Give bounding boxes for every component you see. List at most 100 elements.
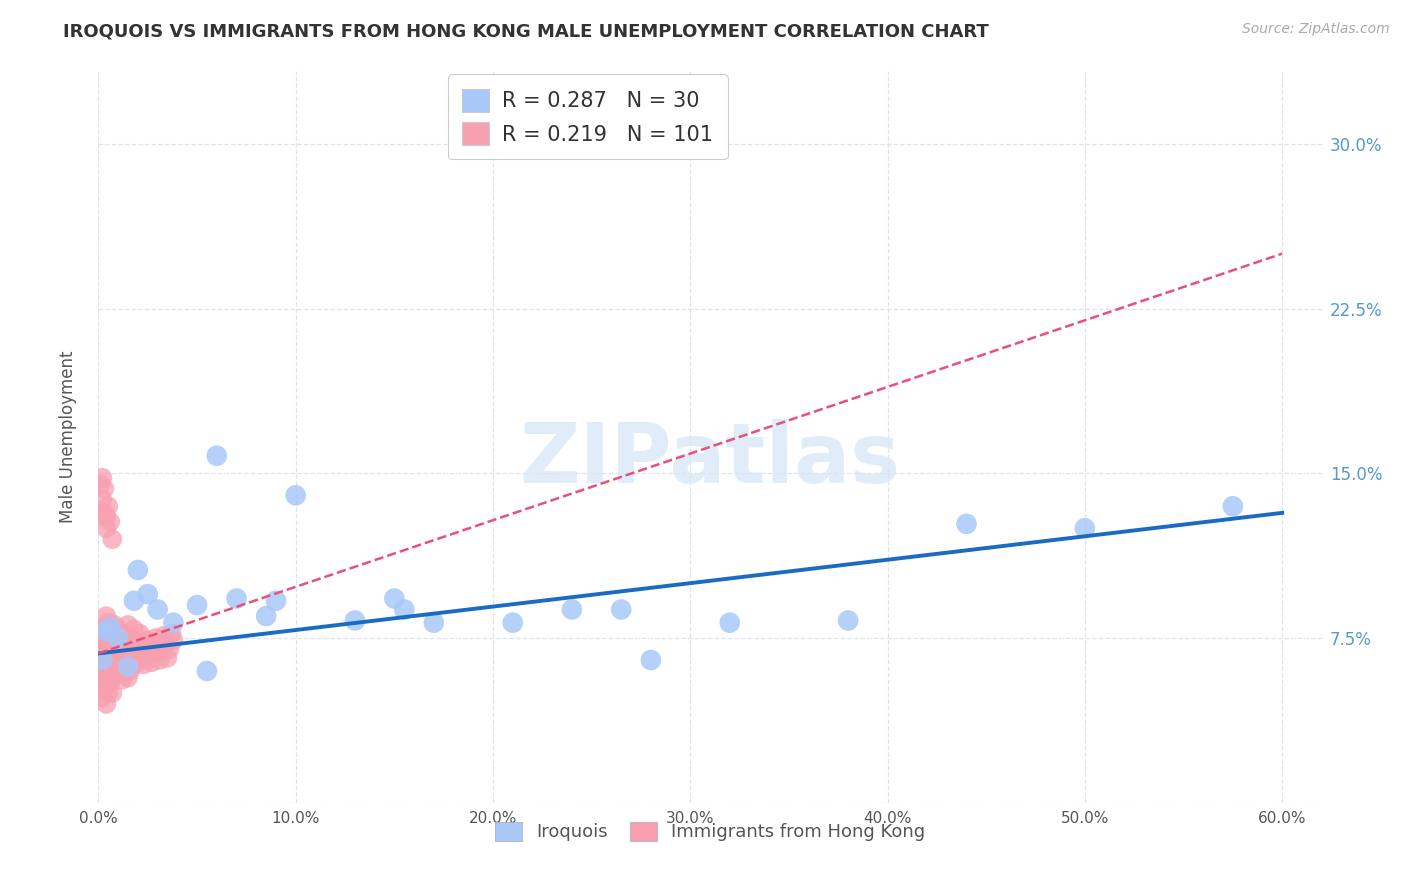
Point — [254, 609, 277, 624]
Point — [121, 648, 143, 663]
Point — [97, 500, 120, 514]
Point — [96, 657, 118, 672]
Point — [343, 614, 366, 628]
Point — [98, 635, 121, 649]
Point — [122, 593, 145, 607]
Point — [610, 602, 633, 616]
Point — [149, 653, 172, 667]
Point — [107, 659, 129, 673]
Point — [132, 657, 155, 672]
Point — [423, 615, 446, 630]
Point — [225, 591, 247, 606]
Point — [97, 631, 120, 645]
Point — [561, 602, 583, 616]
Point — [138, 640, 160, 654]
Point — [101, 533, 124, 547]
Point — [93, 681, 115, 696]
Point — [382, 591, 405, 606]
Point — [118, 664, 141, 678]
Point — [127, 640, 149, 654]
Point — [115, 629, 138, 643]
Point — [91, 492, 114, 507]
Point — [117, 642, 139, 657]
Point — [159, 642, 181, 657]
Point — [107, 647, 129, 661]
Point — [105, 664, 128, 678]
Point — [97, 659, 120, 673]
Point — [718, 615, 741, 630]
Point — [122, 622, 145, 636]
Point — [127, 650, 149, 665]
Point — [125, 657, 148, 672]
Point — [101, 686, 124, 700]
Point — [93, 664, 115, 678]
Text: IROQUOIS VS IMMIGRANTS FROM HONG KONG MALE UNEMPLOYMENT CORRELATION CHART: IROQUOIS VS IMMIGRANTS FROM HONG KONG MA… — [63, 22, 988, 40]
Point — [141, 655, 163, 669]
Point — [97, 675, 120, 690]
Point — [105, 633, 128, 648]
Point — [97, 686, 120, 700]
Point — [284, 488, 307, 502]
Point — [264, 593, 287, 607]
Point — [195, 664, 218, 678]
Point — [136, 587, 159, 601]
Point — [122, 638, 145, 652]
Point — [150, 644, 173, 658]
Point — [105, 653, 128, 667]
Legend: Iroquois, Immigrants from Hong Kong: Iroquois, Immigrants from Hong Kong — [488, 814, 932, 848]
Point — [98, 515, 121, 529]
Point — [955, 516, 977, 531]
Point — [97, 615, 120, 630]
Point — [103, 642, 125, 657]
Point — [91, 675, 114, 690]
Point — [111, 626, 134, 640]
Point — [205, 449, 228, 463]
Point — [93, 668, 115, 682]
Point — [122, 647, 145, 661]
Point — [108, 666, 131, 681]
Point — [162, 615, 184, 630]
Point — [112, 648, 135, 663]
Point — [108, 640, 131, 654]
Point — [108, 650, 131, 665]
Point — [160, 626, 183, 640]
Point — [89, 664, 111, 678]
Point — [392, 602, 416, 616]
Point — [111, 638, 134, 652]
Point — [101, 648, 124, 663]
Point — [156, 650, 179, 665]
Point — [117, 671, 139, 685]
Point — [93, 638, 115, 652]
Point — [96, 697, 118, 711]
Point — [112, 657, 135, 672]
Point — [117, 618, 139, 632]
Text: Source: ZipAtlas.com: Source: ZipAtlas.com — [1241, 22, 1389, 37]
Point — [131, 642, 153, 657]
Point — [118, 642, 141, 657]
Point — [117, 659, 139, 673]
Point — [155, 635, 177, 649]
Point — [1222, 500, 1244, 514]
Point — [93, 506, 115, 520]
Point — [96, 521, 118, 535]
Point — [98, 620, 121, 634]
Point — [640, 653, 662, 667]
Point — [146, 602, 169, 616]
Point — [127, 563, 149, 577]
Point — [93, 631, 115, 645]
Point — [103, 647, 125, 661]
Point — [96, 620, 118, 634]
Point — [98, 644, 121, 658]
Point — [502, 615, 524, 630]
Point — [146, 638, 169, 652]
Point — [125, 644, 148, 658]
Point — [107, 631, 129, 645]
Point — [101, 640, 124, 654]
Point — [91, 624, 114, 639]
Point — [162, 633, 184, 648]
Point — [186, 598, 208, 612]
Point — [91, 653, 114, 667]
Point — [135, 648, 157, 663]
Point — [127, 650, 149, 665]
Point — [103, 653, 125, 667]
